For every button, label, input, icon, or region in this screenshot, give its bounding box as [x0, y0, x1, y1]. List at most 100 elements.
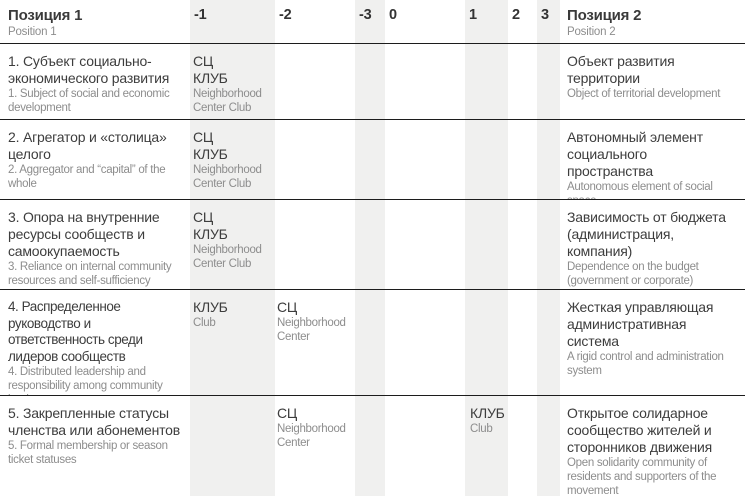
position1-ru: 1. Субъект социально-экономического разв…	[8, 53, 170, 86]
mark-ru-line1: СЦ	[277, 405, 298, 421]
table-row-3: 3. Опора на внутренние ресурсы сообществ…	[0, 200, 745, 290]
table-row-5: 5. Закрепленные статусы членства или або…	[0, 396, 745, 496]
mark-cell-minus2: СЦ Neighborhood Center	[275, 396, 355, 496]
mark-cell-zero	[385, 290, 465, 395]
mark-cell-plus1	[465, 120, 508, 199]
table-row-2: 2. Агрегатор и «столица» целого 2. Aggre…	[0, 120, 745, 200]
mark-cell-minus2	[275, 44, 355, 119]
mark-en: Neighborhood Center Club	[193, 164, 262, 190]
mark-cell-plus3	[537, 396, 560, 496]
header-position1-en: Position 1	[8, 26, 57, 38]
mark-cell-plus1	[465, 44, 508, 119]
mark-cell-minus3	[355, 290, 385, 395]
position1-ru: 2. Агрегатор и «столица» целого	[8, 129, 167, 162]
mark-ru-line1: КЛУБ	[470, 405, 505, 421]
mark-ru-line1: СЦ	[193, 129, 214, 145]
mark-cell-minus1: СЦ КЛУБ Neighborhood Center Club	[190, 120, 275, 199]
mark-cell-minus2	[275, 120, 355, 199]
position1-ru: 3. Опора на внутренние ресурсы сообществ…	[8, 209, 160, 259]
mark-cell-plus1	[465, 200, 508, 289]
mark-en: Neighborhood Center	[277, 317, 346, 343]
header-position2-en: Position 2	[567, 26, 616, 38]
mark-cell-minus2	[275, 200, 355, 289]
mark-ru-line1: СЦ	[277, 299, 298, 315]
mark-cell-plus2	[508, 120, 537, 199]
scale-label-zero: 0	[389, 7, 397, 23]
position2-en: Object of territorial development	[567, 88, 721, 100]
table-header-row: Позиция 1 Position 1 -1 -2 -3 0 1 2 3 По…	[0, 0, 745, 44]
mark-cell-minus1	[190, 396, 275, 496]
position2-cell: Зависимость от бюджета (администрация, к…	[560, 200, 745, 289]
mark-cell-plus2	[508, 290, 537, 395]
mark-en: Neighborhood Center Club	[193, 88, 262, 114]
position1-ru: 4. Распределенное руководство и ответств…	[8, 299, 143, 364]
scale-label-minus3: -3	[359, 7, 372, 23]
position1-en: 2. Aggregator and “capital” of the whole	[8, 164, 166, 190]
position2-en: Autonomous element of social space	[567, 181, 713, 199]
mark-en: Neighborhood Center	[277, 423, 346, 449]
mark-cell-minus1: КЛУБ Club	[190, 290, 275, 395]
position2-en: A rigid control and administration syste…	[567, 351, 724, 377]
column-band-plus3	[537, 0, 560, 496]
mark-cell-minus1: СЦ КЛУБ Neighborhood Center Club	[190, 44, 275, 119]
table-row-4: 4. Распределенное руководство и ответств…	[0, 290, 745, 396]
position2-cell: Жесткая управляющая административная сис…	[560, 290, 745, 395]
mark-cell-zero	[385, 396, 465, 496]
position2-en: Open solidarity community of residents a…	[567, 457, 717, 496]
scale-label-minus2: -2	[279, 7, 292, 23]
column-band-minus1	[190, 0, 275, 496]
position1-en: 3. Reliance on internal community resour…	[8, 261, 172, 287]
header-position1-ru: Позиция 1	[8, 7, 83, 24]
column-band-plus1	[465, 0, 508, 496]
table-row-1: 1. Субъект социально-экономического разв…	[0, 44, 745, 120]
scale-label-minus1: -1	[194, 7, 207, 23]
mark-cell-plus2	[508, 396, 537, 496]
position2-cell: Объект развития территории Object of ter…	[560, 44, 745, 119]
position2-ru: Открытое солидарное сообщество жителей и…	[567, 405, 713, 455]
mark-cell-plus3	[537, 120, 560, 199]
mark-cell-minus3	[355, 44, 385, 119]
mark-ru-line1: КЛУБ	[193, 299, 228, 315]
mark-ru-line1: СЦ	[193, 53, 214, 69]
mark-cell-minus3	[355, 120, 385, 199]
header-position2-ru: Позиция 2	[567, 7, 642, 24]
mark-cell-plus3	[537, 44, 560, 119]
mark-cell-plus1: КЛУБ Club	[465, 396, 508, 496]
position2-ru: Жесткая управляющая административная сис…	[567, 299, 714, 349]
column-band-minus3	[355, 0, 385, 496]
position2-ru: Автономный элемент социального пространс…	[567, 129, 703, 179]
position2-cell: Автономный элемент социального пространс…	[560, 120, 745, 199]
mark-cell-plus3	[537, 290, 560, 395]
mark-cell-minus3	[355, 200, 385, 289]
position1-ru: 5. Закрепленные статусы членства или або…	[8, 405, 180, 438]
position2-ru: Объект развития территории	[567, 53, 675, 86]
header-position1: Позиция 1 Position 1	[0, 0, 190, 43]
position2-cell: Открытое солидарное сообщество жителей и…	[560, 396, 745, 496]
position1-cell: 2. Агрегатор и «столица» целого 2. Aggre…	[0, 120, 190, 199]
position1-cell: 4. Распределенное руководство и ответств…	[0, 290, 190, 395]
header-position2: Позиция 2 Position 2	[560, 0, 745, 43]
mark-ru-line2: КЛУБ	[193, 70, 228, 86]
mark-ru-line2: КЛУБ	[193, 146, 228, 162]
mark-cell-plus2	[508, 200, 537, 289]
mark-ru-line1: СЦ	[193, 209, 214, 225]
mark-en: Club	[470, 423, 493, 435]
mark-en: Club	[193, 317, 216, 329]
mark-ru-line2: КЛУБ	[193, 226, 228, 242]
position1-cell: 1. Субъект социально-экономического разв…	[0, 44, 190, 119]
mark-cell-plus3	[537, 200, 560, 289]
mark-cell-zero	[385, 120, 465, 199]
position1-en: 1. Subject of social and economic develo…	[8, 88, 170, 114]
mark-cell-minus1: СЦ КЛУБ Neighborhood Center Club	[190, 200, 275, 289]
mark-en: Neighborhood Center Club	[193, 244, 262, 270]
position1-en: 4. Distributed leadership and responsibi…	[8, 366, 163, 395]
scale-label-plus3: 3	[541, 7, 549, 23]
scale-label-plus1: 1	[469, 7, 477, 23]
mark-cell-zero	[385, 44, 465, 119]
mark-cell-minus2: СЦ Neighborhood Center	[275, 290, 355, 395]
mark-cell-plus2	[508, 44, 537, 119]
mark-cell-zero	[385, 200, 465, 289]
mark-cell-minus3	[355, 396, 385, 496]
position2-ru: Зависимость от бюджета (администрация, к…	[567, 209, 726, 259]
